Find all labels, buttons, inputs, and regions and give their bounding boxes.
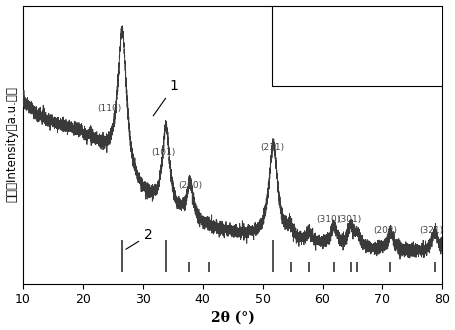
Text: SnO₂: SnO₂: [322, 59, 349, 69]
Text: 1: 1: [153, 79, 178, 116]
Text: (310): (310): [316, 215, 340, 224]
Text: (321): (321): [419, 226, 443, 235]
Text: (211): (211): [260, 143, 284, 151]
Text: (101): (101): [151, 148, 175, 157]
Text: SnO₂/rGO-Cl: SnO₂/rGO-Cl: [322, 26, 390, 36]
Text: 2: 2: [277, 53, 284, 63]
Text: (110): (110): [97, 104, 121, 113]
Text: 1: 1: [278, 20, 284, 30]
X-axis label: 2θ (°): 2θ (°): [210, 311, 254, 324]
Text: (200): (200): [177, 182, 202, 190]
Y-axis label: 强度［Intensity（a.u.）］: 强度［Intensity（a.u.）］: [5, 86, 19, 203]
Text: 2: 2: [126, 228, 152, 249]
Text: (301): (301): [337, 215, 361, 224]
Text: (202): (202): [373, 226, 397, 235]
Bar: [272, 6, 445, 86]
